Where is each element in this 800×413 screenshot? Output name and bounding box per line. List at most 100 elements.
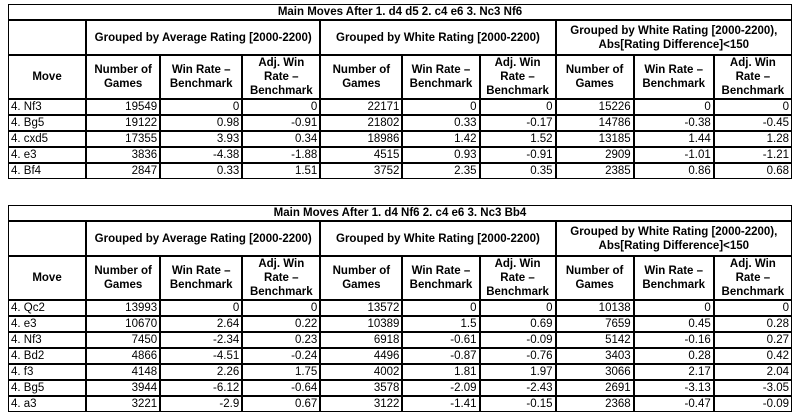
value-cell: 2.35 <box>402 163 480 180</box>
move-cell: 4. e3 <box>8 147 87 164</box>
value-cell: 3752 <box>320 163 403 180</box>
value-cell: -0.87 <box>402 348 480 365</box>
value-cell: 0 <box>160 300 243 317</box>
value-cell: 15226 <box>555 99 634 116</box>
column-header-adj-win-rate: Adj. Win Rate – Benchmark <box>479 256 556 301</box>
value-cell: 19549 <box>86 99 161 116</box>
value-cell: 0.67 <box>242 396 321 413</box>
column-header-num-games: Number of Games <box>320 256 403 301</box>
value-cell: 2691 <box>555 380 634 397</box>
value-cell: 0.98 <box>160 115 243 132</box>
table-row: 4. e3 10670 2.64 0.22 10389 1.5 0.69 7659 0.45 0.… <box>8 316 792 333</box>
column-header-adj-win-rate: Adj. Win Rate – Benchmark <box>242 55 321 100</box>
value-cell: 3836 <box>86 147 161 164</box>
value-cell: 1.51 <box>242 163 321 180</box>
value-cell: -2.09 <box>402 380 480 397</box>
value-cell: -4.38 <box>160 147 243 164</box>
value-cell: 0 <box>633 99 714 116</box>
table-row: 4. e3 3836 -4.38 -1.88 4515 0.93 -0.91 2909 -1.0… <box>8 147 792 164</box>
column-header-adj-win-rate: Adj. Win Rate – Benchmark <box>479 55 556 100</box>
value-cell: 3066 <box>555 364 634 381</box>
value-cell: 4496 <box>320 348 403 365</box>
value-cell: 10138 <box>555 300 634 317</box>
value-cell: -0.09 <box>713 396 792 413</box>
value-cell: 0.23 <box>242 332 321 349</box>
value-cell: 2.04 <box>713 364 792 381</box>
value-cell: 2385 <box>555 163 634 180</box>
column-header-win-rate: Win Rate – Benchmark <box>160 55 243 100</box>
move-cell: 4. cxd5 <box>8 131 87 148</box>
value-cell: 0 <box>160 99 243 116</box>
value-cell: 0.86 <box>633 163 714 180</box>
value-cell: 4002 <box>320 364 403 381</box>
table-row: 4. Nf3 19549 0 0 22171 0 0 15226 0 0 <box>8 99 792 116</box>
value-cell: -0.09 <box>479 332 556 349</box>
value-cell: 6918 <box>320 332 403 349</box>
table-row: 4. cxd5 17355 3.93 0.34 18986 1.42 1.52 13185 1.… <box>8 131 792 148</box>
table-row: 4. Bd2 4866 -4.51 -0.24 4496 -0.87 -0.76 3403 0.… <box>8 348 792 365</box>
column-header-num-games: Number of Games <box>320 55 403 100</box>
value-cell: 0.33 <box>160 163 243 180</box>
value-cell: -1.88 <box>242 147 321 164</box>
value-cell: 3.93 <box>160 131 243 148</box>
title-row: Main Moves After 1. d4 d5 2. c4 e6 3. Nc… <box>8 4 792 21</box>
value-cell: 3221 <box>86 396 161 413</box>
value-cell: 0.42 <box>713 348 792 365</box>
value-cell: 1.28 <box>713 131 792 148</box>
value-cell: 0.45 <box>633 316 714 333</box>
value-cell: 1.52 <box>479 131 556 148</box>
value-cell: 0.68 <box>713 163 792 180</box>
value-cell: 2.17 <box>633 364 714 381</box>
table-body: 4. Qc2 13993 0 0 13572 0 0 10138 0 0 4. e3 10670 2.6… <box>8 300 792 413</box>
value-cell: 2.64 <box>160 316 243 333</box>
column-header-adj-win-rate: Adj. Win Rate – Benchmark <box>713 256 792 301</box>
value-cell: -0.64 <box>242 380 321 397</box>
column-header-win-rate: Win Rate – Benchmark <box>633 256 714 301</box>
value-cell: 0.33 <box>402 115 480 132</box>
move-cell: 4. Bf4 <box>8 163 87 180</box>
column-header-win-rate: Win Rate – Benchmark <box>633 55 714 100</box>
group-header-white-rating-diff: Grouped by White Rating [2000-2200), Abs… <box>555 20 792 56</box>
value-cell: -3.13 <box>633 380 714 397</box>
value-cell: 2.26 <box>160 364 243 381</box>
value-cell: 22171 <box>320 99 403 116</box>
value-cell: 7659 <box>555 316 634 333</box>
corner-cell <box>8 221 87 257</box>
value-cell: 13572 <box>320 300 403 317</box>
move-cell: 4. Qc2 <box>8 300 87 317</box>
value-cell: -1.41 <box>402 396 480 413</box>
value-cell: 0.22 <box>242 316 321 333</box>
value-cell: 14786 <box>555 115 634 132</box>
value-cell: 7450 <box>86 332 161 349</box>
column-header-win-rate: Win Rate – Benchmark <box>402 256 480 301</box>
value-cell: 1.75 <box>242 364 321 381</box>
value-cell: 17355 <box>86 131 161 148</box>
column-header-num-games: Number of Games <box>555 256 634 301</box>
table-body: 4. Nf3 19549 0 0 22171 0 0 15226 0 0 4. Bg5 19122 0.… <box>8 99 792 180</box>
value-cell: 0 <box>402 99 480 116</box>
value-cell: 3403 <box>555 348 634 365</box>
group-header-avg-rating: Grouped by Average Rating [2000-2200) <box>86 20 321 56</box>
value-cell: 2847 <box>86 163 161 180</box>
group-header-white-rating: Grouped by White Rating [2000-2200) <box>320 20 556 56</box>
value-cell: -0.17 <box>479 115 556 132</box>
value-cell: 3944 <box>86 380 161 397</box>
value-cell: 0 <box>242 99 321 116</box>
value-cell: -0.76 <box>479 348 556 365</box>
value-cell: -0.91 <box>242 115 321 132</box>
value-cell: 0.93 <box>402 147 480 164</box>
group-header-white-rating: Grouped by White Rating [2000-2200) <box>320 221 556 257</box>
value-cell: -0.16 <box>633 332 714 349</box>
value-cell: -2.34 <box>160 332 243 349</box>
column-header-num-games: Number of Games <box>86 55 161 100</box>
move-cell: 4. Nf3 <box>8 332 87 349</box>
value-cell: 1.81 <box>402 364 480 381</box>
value-cell: 2909 <box>555 147 634 164</box>
value-cell: 5142 <box>555 332 634 349</box>
value-cell: 3122 <box>320 396 403 413</box>
value-cell: -0.15 <box>479 396 556 413</box>
value-cell: 1.42 <box>402 131 480 148</box>
value-cell: 0 <box>479 99 556 116</box>
value-cell: 13993 <box>86 300 161 317</box>
